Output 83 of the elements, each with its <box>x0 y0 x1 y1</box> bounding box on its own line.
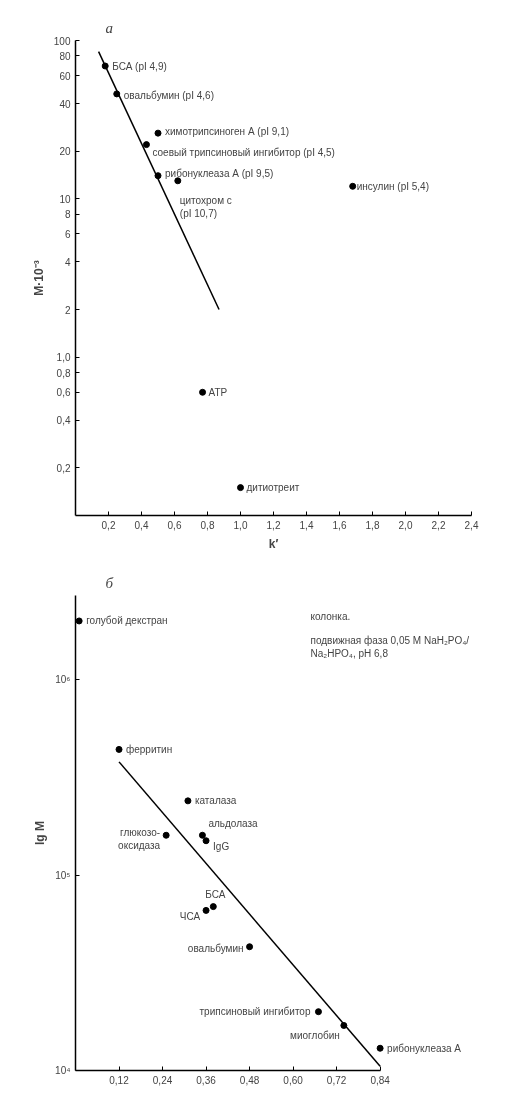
x-tick-label: 0,60 <box>283 1074 304 1086</box>
annotation: рибонуклеаза А (pI 9,5) <box>165 168 274 180</box>
point <box>199 388 207 396</box>
y-tick-label: 10⁶ <box>55 674 71 686</box>
annotation: миоглобин <box>290 1029 340 1041</box>
y-tick-label: 10⁴ <box>55 1065 71 1076</box>
x-tick-label: 0,2 <box>101 519 116 531</box>
annotation: ЧСА <box>179 910 201 922</box>
y-tick-label: 0,6 <box>56 387 71 399</box>
annotation: ATP <box>208 386 228 398</box>
y-tick-label: 10⁵ <box>55 869 71 881</box>
annotation: цитохром с (pI 10,7) <box>179 194 232 219</box>
x-axis-title: k′ <box>268 536 279 551</box>
x-tick-label: 1,2 <box>266 519 281 531</box>
x-tick-label: 0,6 <box>167 519 182 531</box>
point <box>376 1044 384 1052</box>
x-tick-label: 1,6 <box>332 519 347 531</box>
point <box>349 182 357 190</box>
point <box>237 484 244 492</box>
y-tick-label: 80 <box>59 50 71 62</box>
x-tick-label: 1,0 <box>233 519 248 531</box>
x-tick-label: 0,12 <box>109 1074 130 1086</box>
point <box>246 943 254 951</box>
x-tick-label: 2,2 <box>431 519 446 531</box>
annotation: рибонуклеаза А <box>387 1042 462 1054</box>
x-tick-label: 0,36 <box>196 1074 217 1086</box>
x-tick-label: 0,4 <box>134 519 149 531</box>
point <box>202 906 210 914</box>
y-tick-label: 40 <box>59 98 71 110</box>
y-tick-label: 10 <box>59 193 71 205</box>
annotation: трипсиновый ингибитор <box>199 1006 311 1018</box>
y-tick-label: 2 <box>64 304 71 316</box>
y-axis-title: lg M <box>33 821 48 845</box>
point <box>154 172 162 180</box>
annotation: подвижная фаза 0,05 M NaH₂PO₄/ Na₂HPO₄, pH 6,8 <box>310 634 470 659</box>
x-tick-label: 2,4 <box>464 519 479 531</box>
point <box>142 141 150 149</box>
annotation: ферритин <box>126 743 173 755</box>
y-tick-label: 6 <box>64 228 71 240</box>
annotation: овальбумин <box>187 943 244 955</box>
y-tick-label: 1,0 <box>56 352 71 364</box>
y-axis-title: M·10⁻³ <box>31 260 46 296</box>
y-tick-label: 0,4 <box>56 415 71 427</box>
annotation: голубой декстран <box>86 615 168 627</box>
y-tick-label: 0,2 <box>56 462 71 474</box>
point <box>209 903 217 911</box>
annotation: IgG <box>213 841 230 853</box>
x-tick-label: 0,48 <box>239 1074 260 1086</box>
annotation: глюкозо- оксидаза <box>118 827 161 852</box>
y-tick-label: 100 <box>53 35 71 47</box>
annotation: альдолаза <box>208 817 259 829</box>
point <box>154 129 162 137</box>
x-tick-label: 0,72 <box>326 1074 347 1086</box>
point <box>101 62 109 70</box>
chart-title: б <box>105 574 114 591</box>
point <box>198 831 206 839</box>
y-tick-label: 8 <box>64 209 71 221</box>
point <box>162 831 170 839</box>
annotation: химотрипсиноген А (pI 9,1) <box>165 125 290 137</box>
annotation: дитиотреит <box>246 482 300 494</box>
point <box>75 617 83 625</box>
annotation: БСА <box>205 889 226 901</box>
point <box>202 837 210 845</box>
x-tick-label: 1,8 <box>365 519 380 531</box>
point <box>115 745 123 753</box>
x-tick-label: 1,4 <box>299 519 314 531</box>
x-tick-label: 0,84 <box>370 1074 391 1086</box>
y-tick-label: 4 <box>64 256 71 268</box>
point <box>184 797 192 805</box>
y-tick-label: 20 <box>59 146 71 158</box>
x-tick-label: 2,0 <box>398 519 413 531</box>
point <box>314 1008 322 1016</box>
y-tick-label: 60 <box>59 70 71 82</box>
annotation: колонка. <box>310 610 351 622</box>
annotation: овальбумин (pI 4,6) <box>123 90 214 102</box>
annotation: БСА (pI 4,9) <box>112 60 167 72</box>
x-tick-label: 0,8 <box>200 519 215 531</box>
x-tick-label: 0,24 <box>152 1074 173 1086</box>
chart-title: a <box>105 19 113 36</box>
annotation: каталаза <box>194 795 237 807</box>
y-tick-label: 0,8 <box>56 367 71 379</box>
annotation: соевый трипсиновый ингибитор (pI 4,5) <box>152 147 335 159</box>
annotation: инсулин (pI 5,4) <box>356 180 429 192</box>
